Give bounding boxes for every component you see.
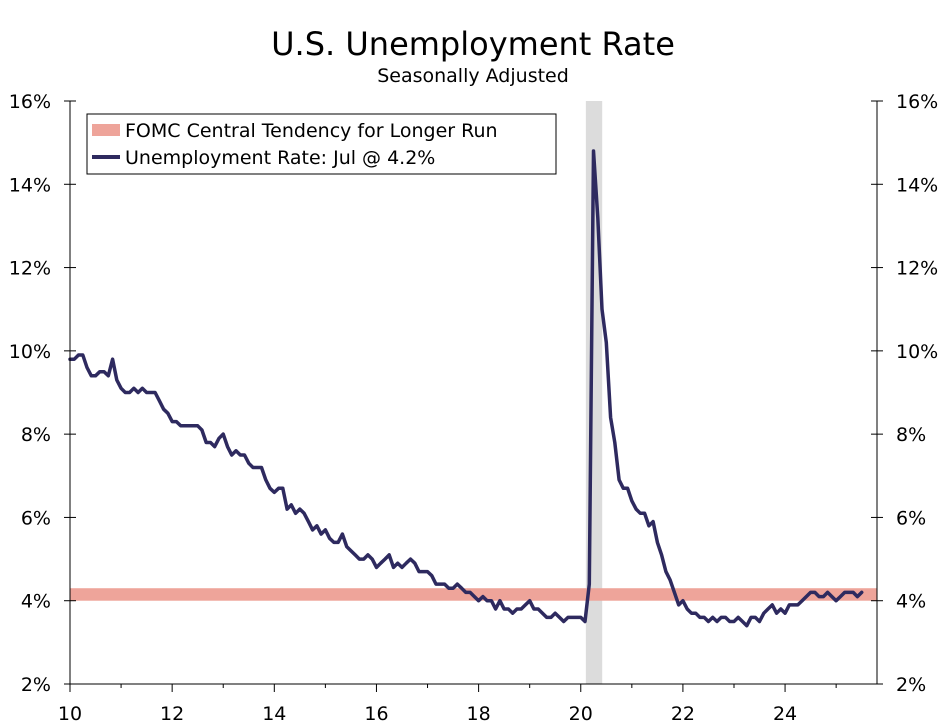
chart-subtitle: Seasonally Adjusted [377, 65, 569, 87]
x-tick-label: 20 [569, 703, 593, 725]
series-line-0 [68, 149, 864, 628]
legend-box [86, 113, 557, 175]
y-tick-label-right: 14% [896, 174, 938, 196]
legend-band-swatch [92, 124, 120, 136]
y-tick-label-left: 14% [9, 174, 51, 196]
x-tick-label: 18 [467, 703, 491, 725]
y-tick-label-right: 2% [896, 674, 926, 696]
chart-legend: FOMC Central Tendency for Longer Run Une… [86, 113, 557, 175]
y-tick-label-right: 4% [896, 591, 926, 613]
x-tick-label: 22 [671, 703, 695, 725]
y-tick-label-right: 10% [896, 341, 938, 363]
y-tick-label-left: 12% [9, 258, 51, 280]
y-tick-label-left: 16% [9, 91, 51, 113]
y-tick-label-left: 6% [21, 507, 51, 529]
legend-line-label: Unemployment Rate: Jul @ 4.2% [125, 147, 435, 169]
x-tick-label: 24 [773, 703, 797, 725]
chart-title: U.S. Unemployment Rate [271, 25, 675, 63]
y-tick-label-right: 6% [896, 507, 926, 529]
x-tick-label: 12 [160, 703, 184, 725]
x-tick-label: 14 [262, 703, 286, 725]
y-tick-label-left: 4% [21, 591, 51, 613]
y-tick-label-left: 10% [9, 341, 51, 363]
y-tick-label-left: 2% [21, 674, 51, 696]
x-tick-label: 10 [58, 703, 82, 725]
y-tick-label-right: 16% [896, 91, 938, 113]
y-tick-label-right: 12% [896, 258, 938, 280]
x-tick-label: 16 [364, 703, 388, 725]
legend-band-label: FOMC Central Tendency for Longer Run [125, 120, 498, 142]
y-tick-label-left: 8% [21, 424, 51, 446]
y-tick-label-right: 8% [896, 424, 926, 446]
